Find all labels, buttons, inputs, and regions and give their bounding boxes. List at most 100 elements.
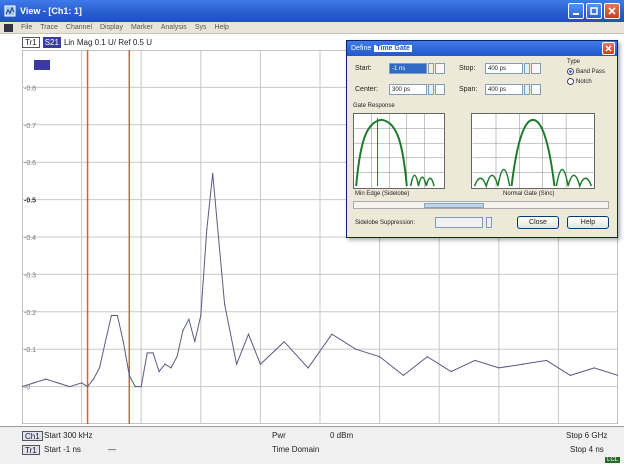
stop-input[interactable]: 400 ps (485, 63, 523, 74)
type-notch-option[interactable]: Notch (567, 78, 592, 85)
trace-point (45, 378, 47, 380)
y-tick-label: -0.5 (24, 198, 36, 205)
trace-point (104, 341, 107, 343)
start-input[interactable]: -1 ns (389, 63, 427, 74)
gate-shape-slider[interactable] (353, 201, 609, 209)
bandpass-radio[interactable] (567, 68, 574, 75)
trace-point (182, 329, 184, 332)
start-function-button[interactable] (435, 63, 445, 74)
app-menu-icon[interactable] (4, 23, 13, 32)
y-tick-label: -0.2 (24, 310, 36, 317)
stop-spinner[interactable] (524, 63, 530, 74)
trace-point (110, 314, 112, 317)
trace-point (140, 386, 142, 388)
trace-point (152, 352, 154, 354)
menu-channel[interactable]: Channel (65, 24, 92, 31)
trace-point (92, 378, 95, 380)
span-function-button[interactable] (531, 84, 541, 95)
trace-param[interactable]: S21 (42, 36, 61, 48)
trace-point (569, 374, 571, 376)
menu-help[interactable]: Help (214, 24, 229, 31)
domain-label: Time Domain (272, 445, 320, 454)
maximize-icon (590, 7, 598, 15)
trace-point (176, 356, 178, 358)
minimize-button[interactable] (568, 3, 584, 19)
trace-point (98, 367, 101, 369)
trace-header: Tr1 S21 Lin Mag 0.1 U/ Ref 0.5 U (22, 36, 152, 48)
trace-point (522, 363, 524, 365)
time-stop: Stop 4 ns (570, 445, 604, 454)
minimize-icon (573, 13, 579, 15)
close-window-button[interactable] (604, 3, 620, 19)
start-label: Start: (355, 65, 372, 72)
trace-point (247, 333, 250, 335)
sidelobe-spinner[interactable] (486, 217, 492, 228)
trace-label[interactable]: Tr1 (22, 445, 40, 455)
start-spinner[interactable] (428, 63, 434, 74)
center-function-button[interactable] (435, 84, 445, 95)
slider-thumb[interactable] (424, 203, 484, 208)
center-label: Center: (355, 86, 378, 93)
min-edge-response-graph[interactable] (353, 113, 445, 189)
marker-indicator[interactable] (34, 60, 50, 70)
notch-label: Notch (576, 79, 592, 86)
center-input[interactable]: 300 ps (389, 84, 427, 95)
trace-point (235, 363, 238, 365)
trace-point (134, 386, 136, 388)
start-frequency: Start 300 kHz (44, 431, 93, 440)
y-tick-label: -0.4 (24, 235, 36, 242)
menu-display[interactable]: Display (100, 24, 123, 31)
dialog-titlebar: Define Time Gate (347, 41, 617, 56)
type-bandpass-option[interactable]: Band Pass (567, 68, 605, 75)
trace-point (128, 374, 130, 376)
span-input[interactable]: 400 ps (485, 84, 523, 95)
trace-point (355, 348, 357, 350)
trace-point (33, 382, 35, 384)
dialog-active-tab[interactable]: Time Gate (374, 45, 412, 52)
menu-trace[interactable]: Trace (40, 24, 58, 31)
power-label: Pwr (272, 431, 286, 440)
help-button[interactable]: Help (567, 216, 609, 229)
trace-point (22, 386, 23, 388)
menu-sys[interactable]: Sys (194, 24, 207, 31)
trace-point (206, 228, 208, 231)
trace-id[interactable]: Tr1 (22, 36, 40, 48)
trace-point (158, 371, 160, 373)
trace-point (545, 359, 548, 362)
trace-point (379, 356, 381, 358)
gate-response-label: Gate Response (353, 103, 395, 109)
trace-format: Lin Mag 0.1 U/ Ref 0.5 U (63, 37, 152, 47)
status-footer: Ch1 Start 300 kHz Tr1 Start -1 ns — Pwr … (0, 426, 624, 464)
gate-markers[interactable] (86, 50, 131, 424)
menu-bar: File Trace Channel Display Marker Analys… (0, 22, 624, 34)
span-spinner[interactable] (524, 84, 530, 95)
maximize-button[interactable] (586, 3, 602, 19)
sidelobe-suppression-label: Sidelobe Suppression: (355, 220, 416, 226)
trace-point (307, 367, 309, 369)
left-graph-caption: Min Edge (Sidelobe) (355, 191, 410, 197)
time-gate-dialog: Define Time Gate Start: -1 ns Stop: 400 … (346, 40, 618, 238)
trace-point (116, 314, 118, 317)
notch-radio[interactable] (567, 78, 574, 85)
dialog-title: Define (351, 45, 372, 52)
dialog-close-button[interactable] (602, 42, 615, 55)
app-icon (4, 5, 16, 17)
trace-point (164, 363, 166, 365)
stop-row: Stop: 400 ps (459, 63, 541, 74)
sidelobe-input[interactable] (435, 217, 483, 228)
trace-point (200, 314, 202, 317)
close-dialog-button[interactable]: Close (517, 216, 559, 229)
menu-marker[interactable]: Marker (130, 24, 153, 31)
trace-point (146, 352, 148, 354)
center-spinner[interactable] (428, 84, 434, 95)
trace-point (593, 367, 595, 369)
y-tick-label: -0.1 (24, 347, 36, 354)
menu-analysis[interactable]: Analysis (160, 24, 187, 31)
status-indicator: LCL (604, 457, 620, 463)
stop-function-button[interactable] (531, 63, 541, 74)
normal-gate-response-graph[interactable] (471, 113, 595, 189)
menu-file[interactable]: File (21, 24, 33, 31)
y-tick-labels: -0.8 -0.7 -0.6 -0.5 -0.4 -0.3 -0.2 -0.1 -0 (24, 85, 36, 391)
trace-point (426, 356, 428, 358)
channel-label[interactable]: Ch1 (22, 431, 43, 441)
